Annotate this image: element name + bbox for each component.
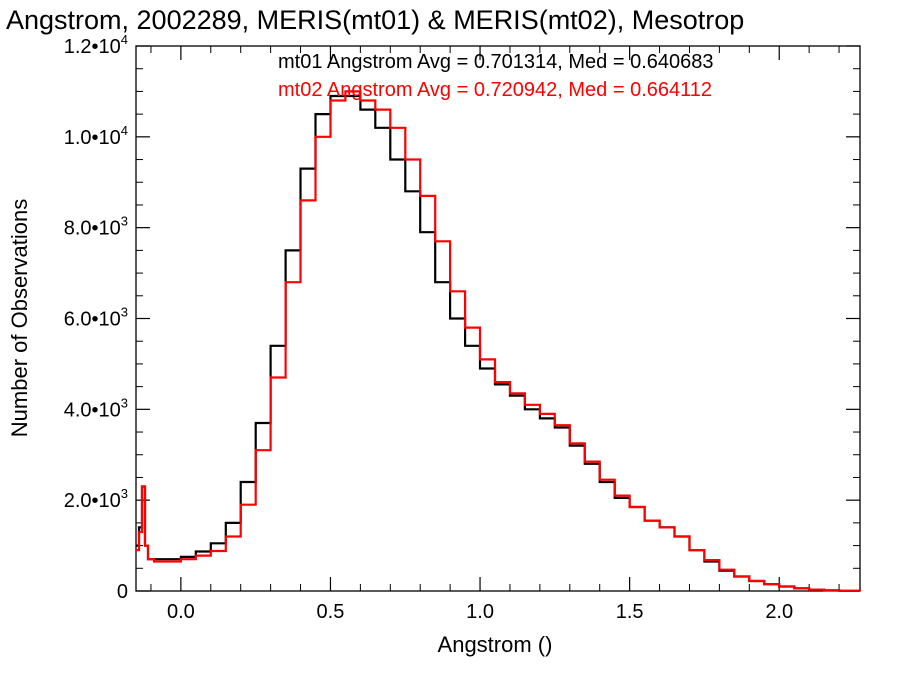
x-axis-label: Angstrom () [438,632,553,657]
plot-frame [135,45,861,592]
x-tick-label: 2.0 [765,601,793,623]
y-tick-label: 0 [117,581,128,603]
y-tick-label: 6.0•103 [64,305,128,331]
chart-title: Angstrom, 2002289, MERIS(mt01) & MERIS(m… [6,5,744,35]
stats-mt02: mt02 Angstrom Avg = 0.720942, Med = 0.66… [278,79,712,101]
x-tick-label: 1.0 [466,601,494,623]
series-layer [136,90,862,592]
y-tick-label: 4.0•103 [64,395,128,421]
series-line-1 [136,90,862,592]
y-tick-label: 8.0•103 [64,214,128,240]
axis-ticks [136,45,860,592]
y-axis-label: Number of Observations [7,199,32,437]
y-tick-label: 1.0•104 [64,123,128,149]
stats-mt01: mt01 Angstrom Avg = 0.701314, Med = 0.64… [278,51,714,73]
y-tick-label: 1.2•104 [64,32,128,58]
x-tick-label: 0.5 [317,601,345,623]
x-tick-label: 0.0 [167,601,195,623]
y-tick-label: 2.0•103 [64,486,128,512]
series-line-0 [136,94,862,592]
x-tick-labels: 0.0 0.5 1.0 1.5 2.0 [167,601,793,623]
x-tick-label: 1.5 [616,601,644,623]
y-tick-labels: 0 2.0•103 4.0•103 6.0•103 8.0•103 1.0•104 1.2•… [64,32,128,603]
plot-area [135,45,862,592]
